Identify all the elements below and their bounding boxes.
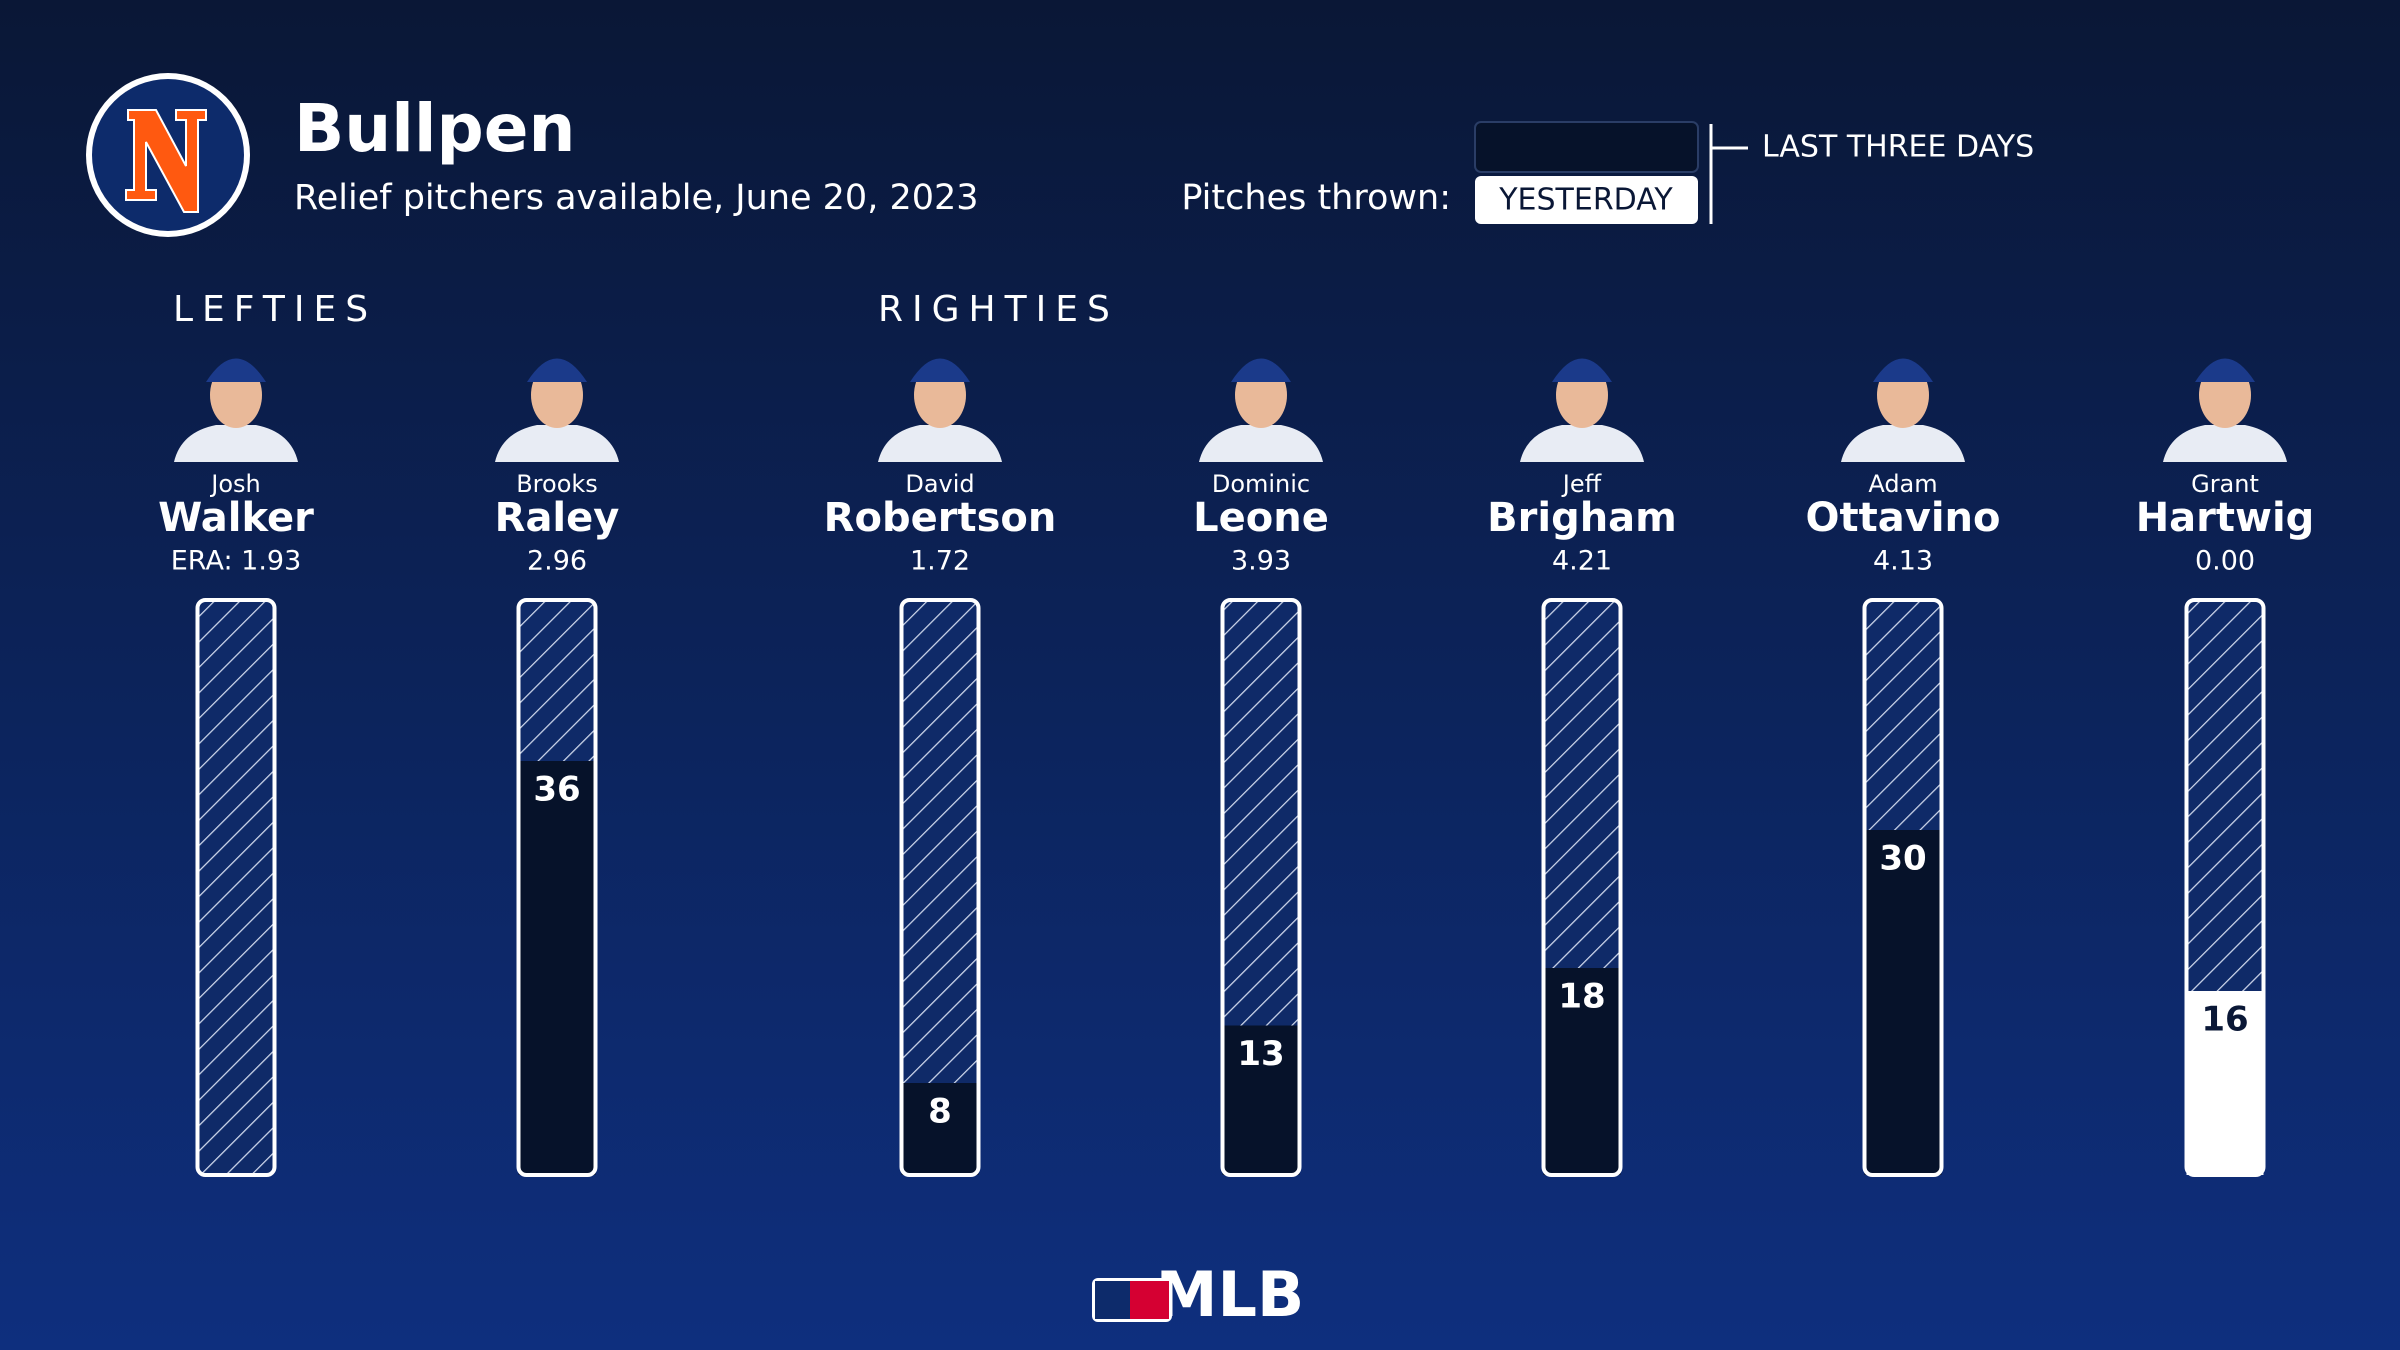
bar-label: 16 — [2201, 1000, 2248, 1040]
bar — [2186, 991, 2264, 1175]
legend: LAST THREE DAYS YESTERDAY — [1474, 121, 2034, 224]
bar — [901, 1083, 979, 1175]
legend-swatch — [1475, 176, 1698, 224]
legend-label: LAST THREE DAYS — [1762, 130, 2034, 165]
era-label: ERA: 1.93 — [171, 546, 302, 577]
first-name: Grant — [2191, 470, 2259, 498]
cap — [1873, 358, 1933, 382]
first-name: Brooks — [516, 470, 598, 498]
last-name: Ottavino — [1806, 495, 2001, 541]
bar — [518, 761, 596, 1175]
subtitle: Relief pitchers available, June 20, 2023 — [294, 178, 979, 218]
bar-outline — [899, 598, 981, 1177]
era-label: 2.96 — [527, 546, 587, 577]
shoulders — [1841, 425, 1965, 462]
bar-outline — [1541, 598, 1623, 1177]
first-name: Jeff — [1561, 470, 1602, 498]
era-label: 3.93 — [1231, 546, 1291, 577]
era-label: 4.21 — [1552, 546, 1612, 577]
bar-label: 8 — [928, 1092, 952, 1132]
era-label: 4.13 — [1873, 546, 1933, 577]
first-name: Dominic — [1212, 470, 1310, 498]
cap — [1231, 358, 1291, 382]
shoulders — [1199, 425, 1323, 462]
headshot — [1841, 358, 1965, 462]
headshot — [878, 358, 1002, 462]
last-name: Hartwig — [2136, 495, 2315, 541]
team-logo — [86, 73, 250, 237]
bar-label: 30 — [1879, 839, 1926, 879]
last-name: Robertson — [824, 495, 1057, 541]
bar-track — [197, 600, 275, 1175]
headshot — [495, 358, 619, 462]
cap — [2195, 358, 2255, 382]
legend-title: Pitches thrown: — [1181, 178, 1451, 218]
headshot — [1199, 358, 1323, 462]
shoulders — [495, 425, 619, 462]
mlb-badge — [1095, 1281, 1130, 1319]
cap — [1552, 358, 1612, 382]
footer-logo: MLB — [1156, 1258, 1304, 1331]
bar — [1543, 968, 1621, 1175]
title: Bullpen — [294, 90, 576, 167]
bar — [1222, 1025, 1300, 1175]
shoulders — [878, 425, 1002, 462]
bar-track — [901, 600, 979, 1175]
last-name: Walker — [158, 495, 314, 541]
era-label: 1.72 — [910, 546, 970, 577]
first-name: Josh — [209, 470, 260, 498]
headshot — [174, 358, 298, 462]
bar — [1864, 830, 1942, 1175]
era-label: 0.00 — [2195, 546, 2255, 577]
bar-outline — [2184, 598, 2266, 1177]
shoulders — [174, 425, 298, 462]
bar-outline — [1220, 598, 1302, 1177]
group-label: LEFTIES — [173, 289, 377, 330]
last-name: Raley — [495, 495, 620, 541]
legend-label: YESTERDAY — [1498, 183, 1673, 218]
group-label: RIGHTIES — [878, 289, 1119, 330]
shoulders — [2163, 425, 2287, 462]
last-name: Brigham — [1487, 495, 1677, 541]
first-name: David — [905, 470, 974, 498]
cap — [206, 358, 266, 382]
bar-label: 36 — [533, 770, 580, 810]
legend-swatch — [1474, 121, 1699, 173]
cap — [910, 358, 970, 382]
shoulders — [1520, 425, 1644, 462]
bar-label: 13 — [1237, 1034, 1284, 1074]
last-name: Leone — [1193, 495, 1329, 541]
bar-label: 18 — [1558, 977, 1605, 1017]
first-name: Adam — [1868, 470, 1937, 498]
bar-outline — [516, 598, 598, 1177]
headshot — [1520, 358, 1644, 462]
bar-outline — [1862, 598, 1944, 1177]
mlb-badge — [1130, 1281, 1169, 1319]
bar-outline — [195, 598, 277, 1177]
headshot — [2163, 358, 2287, 462]
cap — [527, 358, 587, 382]
